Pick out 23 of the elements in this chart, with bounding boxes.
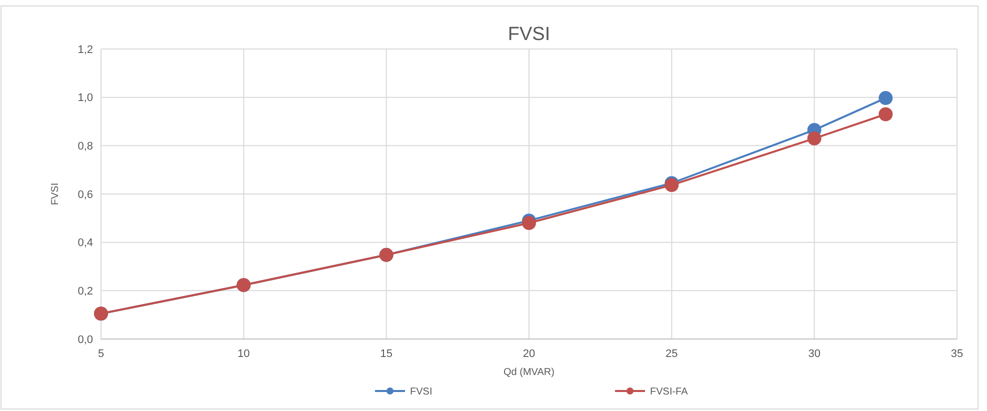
point: [878, 91, 893, 106]
y-axis-title: FVSI: [50, 182, 61, 206]
y-tick-label: 0,2: [78, 286, 93, 298]
y-tick-label: 0,6: [78, 188, 93, 201]
y-tick-label: 0,8: [78, 140, 93, 153]
y-tick-label: 1,2: [78, 44, 93, 56]
y-tick-label: 0,0: [78, 334, 93, 346]
point: [807, 131, 822, 146]
point: [878, 107, 893, 122]
x-tick-label: 30: [808, 348, 820, 360]
x-tick-label: 25: [666, 348, 678, 360]
y-tick-label: 0,4: [78, 237, 93, 250]
x-tick-label: 5: [98, 348, 104, 360]
point: [522, 216, 536, 230]
x-tick-label: 35: [950, 348, 964, 360]
x-tick-label: 20: [522, 348, 536, 360]
x-tick-label: 15: [380, 348, 392, 360]
legend-label: FVSI: [410, 386, 432, 398]
chart-title: FVSI: [508, 24, 550, 45]
x-axis-title: Qd (MVAR): [504, 367, 554, 378]
x-tick-label: 10: [238, 348, 250, 360]
y-tick-label: 1,0: [78, 92, 93, 104]
legend-label: FVSI-FA: [650, 386, 688, 398]
